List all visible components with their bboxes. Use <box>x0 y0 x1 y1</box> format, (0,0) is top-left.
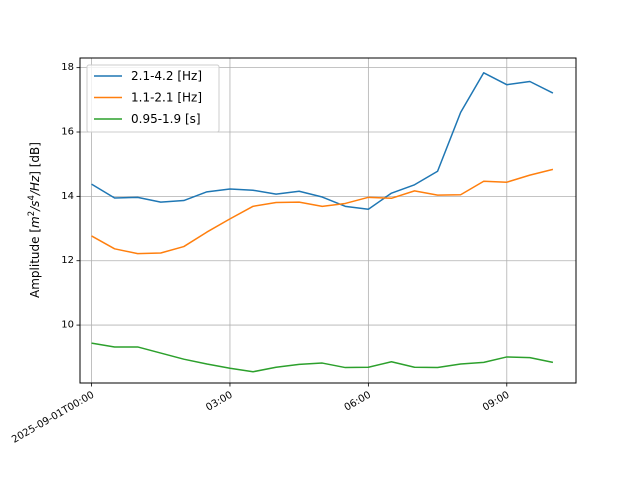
ylabel-m: m <box>28 216 42 228</box>
legend-label-2: 1.1-2.1 [Hz] <box>131 91 202 105</box>
y-tick-label: 12 <box>61 255 74 266</box>
legend-box <box>86 64 220 133</box>
y-tick-label: 18 <box>61 62 74 73</box>
ylabel-slash-2: / <box>28 189 42 196</box>
ylabel-s: s <box>28 201 42 207</box>
plot-frame <box>79 57 577 384</box>
legend-label-3: 0.95-1.9 [s] <box>131 112 201 126</box>
legend: 2.1-4.2 [Hz] 1.1-2.1 [Hz] 0.95-1.9 [s] <box>86 64 220 133</box>
series-line-3 <box>91 342 554 373</box>
series-lines <box>91 72 554 373</box>
y-tick-label: 10 <box>61 320 74 331</box>
legend-label-1: 2.1-4.2 [Hz] <box>131 69 202 83</box>
ylabel-exp-4: 4 <box>27 195 37 200</box>
ylabel-exp-2: 2 <box>27 211 37 216</box>
y-tick-label: 16 <box>61 127 74 138</box>
ylabel-hz: Hz <box>28 175 42 191</box>
y-tick-label: 14 <box>61 191 74 202</box>
series-line-1 <box>91 72 554 210</box>
y-axis-label: Amplitude [m2/s4/Hz] [dB] <box>27 142 42 298</box>
ylabel-slash-1: / <box>28 205 42 212</box>
series-line-2 <box>91 168 554 255</box>
ylabel-suffix: ] [dB] <box>28 142 42 176</box>
ylabel-prefix: Amplitude [ <box>28 228 42 298</box>
y-axis: 10 12 14 16 18 <box>61 62 80 331</box>
